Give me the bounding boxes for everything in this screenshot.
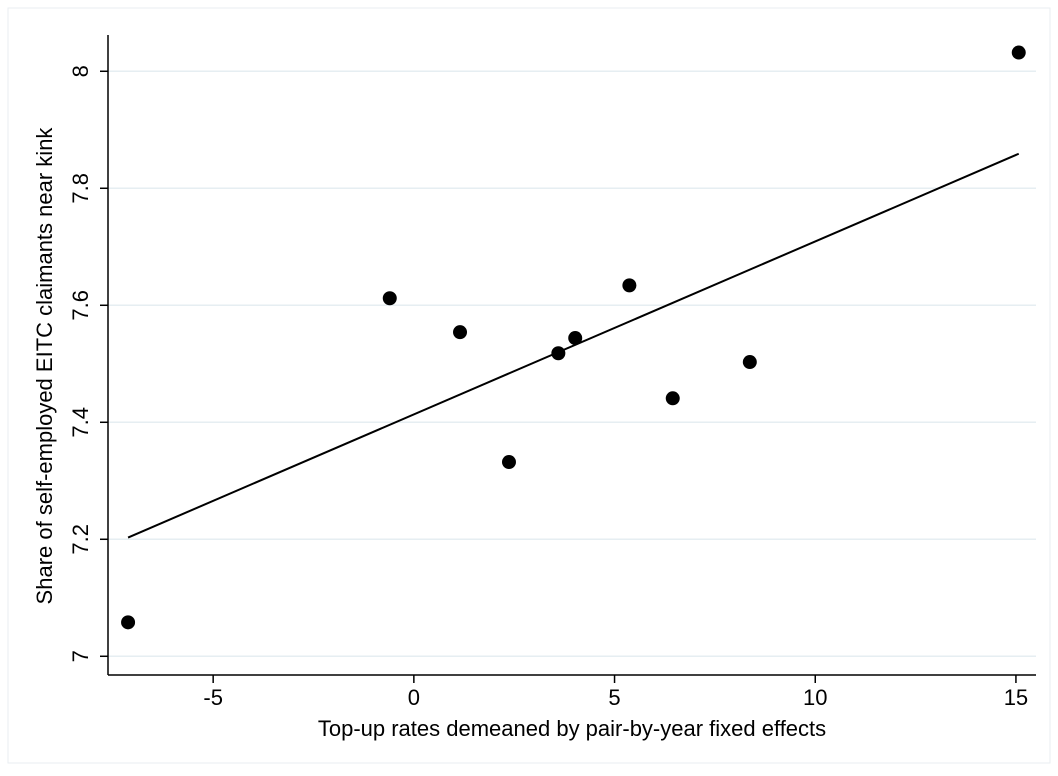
x-tick-label: 10 xyxy=(803,685,827,710)
point xyxy=(622,278,637,293)
y-tick-label: 7.6 xyxy=(68,290,93,321)
chart-frame xyxy=(7,7,1051,764)
point xyxy=(453,325,468,340)
point xyxy=(568,331,583,346)
fit-line xyxy=(127,152,1020,539)
x-tick-label: 0 xyxy=(408,685,420,710)
y-tick-label: 7.4 xyxy=(68,407,93,438)
point xyxy=(501,455,516,470)
x-axis-title: Top-up rates demeaned by pair-by-year fi… xyxy=(318,716,826,741)
y-tick-label: 8 xyxy=(68,65,93,77)
y-tick-label: 7.2 xyxy=(68,524,93,555)
point xyxy=(121,615,136,630)
point xyxy=(665,391,680,406)
point xyxy=(382,291,397,306)
y-tick-label: 7 xyxy=(68,650,93,662)
x-tick-label: -5 xyxy=(203,685,223,710)
point xyxy=(742,355,757,370)
y-axis-title: Share of self-employed EITC claimants ne… xyxy=(32,127,57,605)
x-tick-label: 15 xyxy=(1004,685,1028,710)
point xyxy=(551,346,566,361)
point xyxy=(1011,45,1026,60)
y-tick-label: 7.8 xyxy=(68,173,93,204)
x-tick-label: 5 xyxy=(608,685,620,710)
